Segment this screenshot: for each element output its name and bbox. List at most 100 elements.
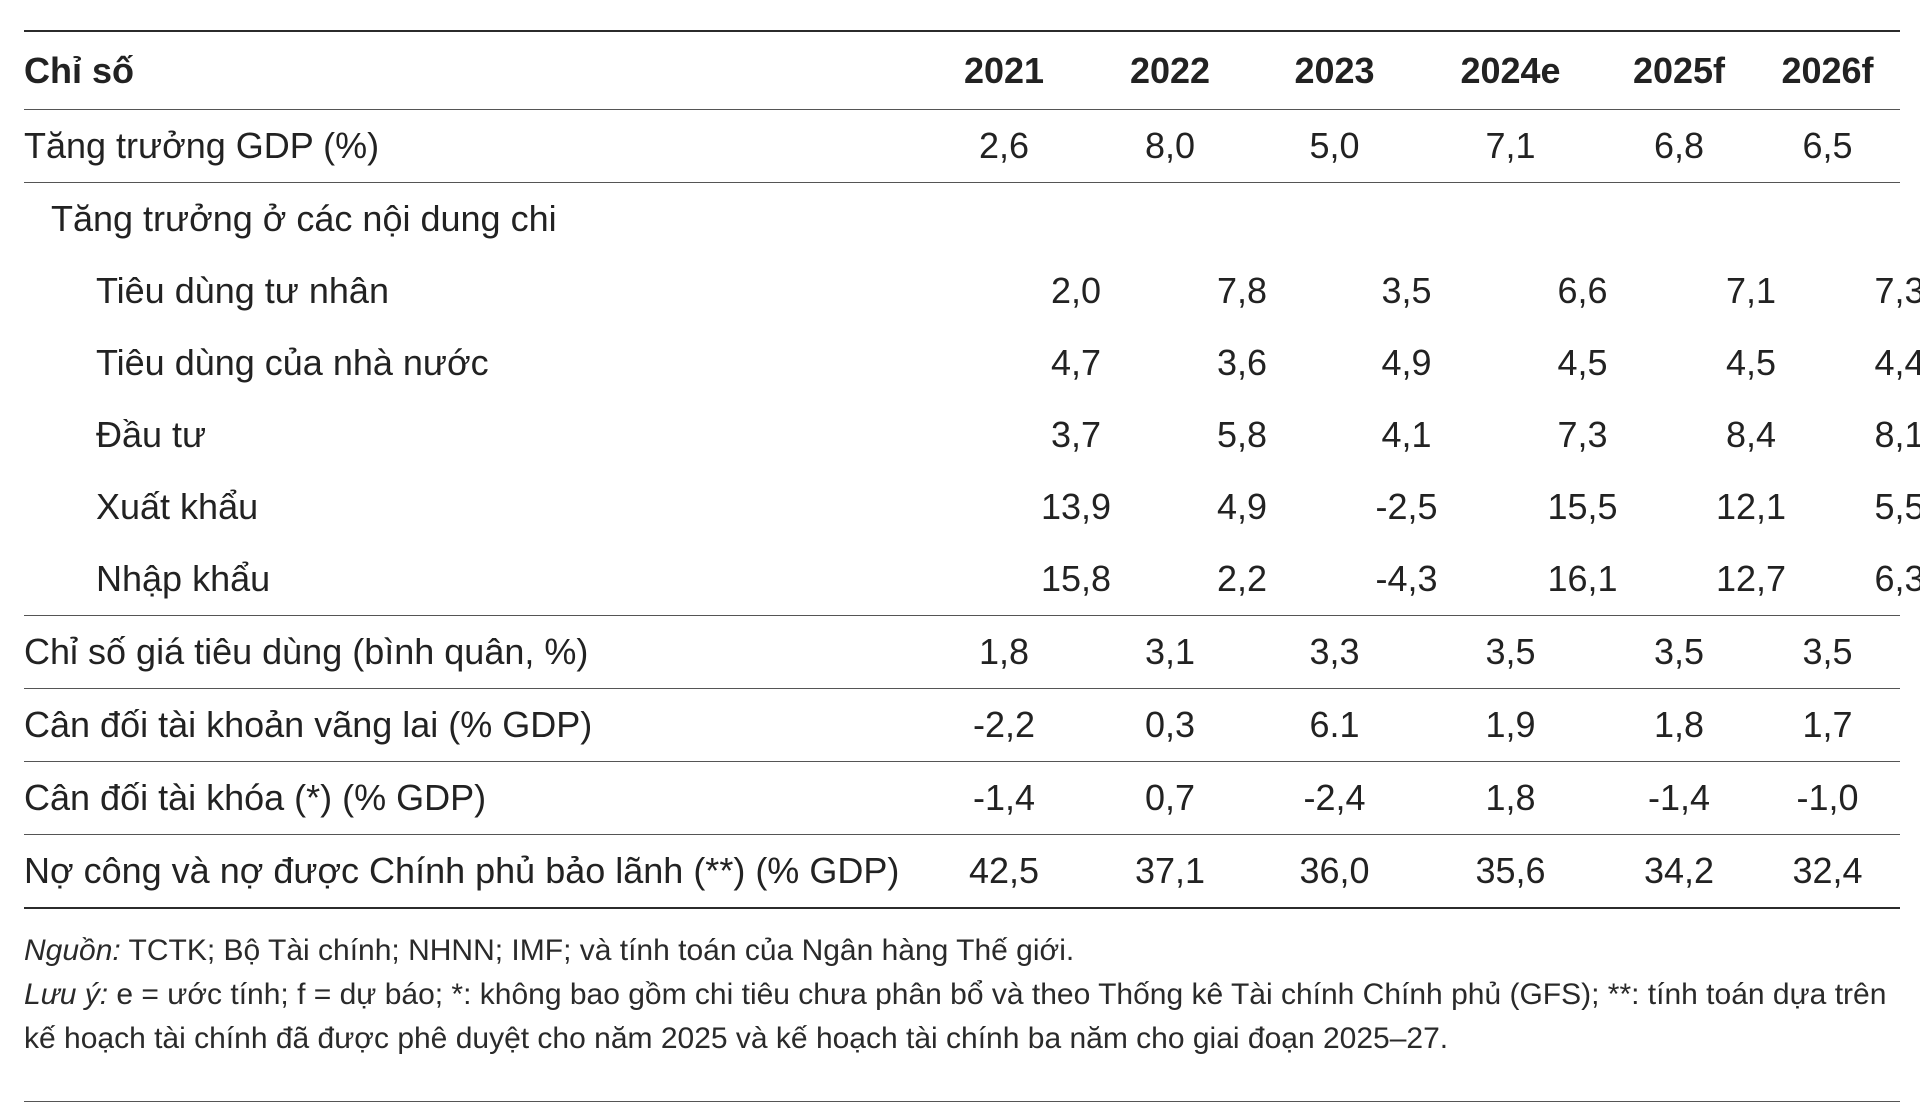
cell-2022: 8,0 [1144,125,1196,166]
table-row: Tăng trưởng ở các nội dung chi [24,183,1900,255]
note-text: e = ước tính; f = dự báo; *: không bao g… [24,978,1887,1055]
cell-2025f: 3,5 [1653,631,1705,672]
cell-2023: 4,9 [1381,342,1432,383]
table-row: Chỉ số giá tiêu dùng (bình quân, %) 1,8 … [24,616,1900,688]
header-indicator: Chỉ số [24,49,135,91]
row-rule [24,182,1900,183]
source-note: Nguồn: TCTK; Bộ Tài chính; NHNN; IMF; và… [24,929,1900,973]
row-label: Tăng trưởng ở các nội dung chi [51,198,557,239]
cell-2024e: 3,5 [1485,631,1536,672]
cell-2021: 1,8 [978,631,1030,672]
cell-2023: -2,4 [1303,777,1366,818]
cell-2025f: 8,4 [1725,414,1777,455]
cell-2026f: 6,5 [1802,125,1853,166]
cell-2024e: 4,5 [1557,342,1608,383]
cell-2024e: 1,8 [1485,777,1536,818]
table-row: Cân đối tài khóa (*) (% GDP) -1,4 0,7 -2… [24,762,1900,834]
cell-2022: 0,3 [1144,704,1196,745]
header-rule [24,109,1900,110]
header-2023: 2023 [1294,49,1375,91]
cell-2023: 36,0 [1299,850,1370,891]
cell-2025f: 1,8 [1653,704,1705,745]
cell-2022: 3,1 [1144,631,1196,672]
cell-2025f: 34,2 [1643,850,1715,891]
cell-2022: 0,7 [1144,777,1196,818]
cell-2026f: 1,7 [1802,704,1853,745]
cell-2021: 13,9 [1040,486,1112,527]
header-2021: 2021 [963,49,1045,91]
cell-2021: 4,7 [1050,342,1102,383]
table-row: Tiêu dùng của nhà nước 4,7 3,6 4,9 4,5 4… [24,327,1920,399]
table-row: Tăng trưởng GDP (%) 2,6 8,0 5,0 7,1 6,8 … [24,110,1900,182]
table-row: Xuất khẩu 13,9 4,9 -2,5 15,5 12,1 5,5 [24,471,1920,543]
macro-indicators-table: Chỉ số 2021 2022 2023 2024e 2025f 2026f … [24,30,1920,1102]
row-label: Đầu tư [96,414,207,455]
table-row: Nợ công và nợ được Chính phủ bảo lãnh (*… [24,835,1900,907]
cell-2025f: 6,8 [1653,125,1705,166]
row-rule [24,688,1900,689]
cell-2022: 37,1 [1134,850,1206,891]
cell-2025f: -1,4 [1647,777,1711,818]
row-rule [24,834,1900,835]
cell-2021: 2,6 [978,125,1030,166]
row-label: Chỉ số giá tiêu dùng (bình quân, %) [24,631,589,672]
cell-2024e: 6,6 [1557,270,1608,311]
row-label: Cân đối tài khóa (*) (% GDP) [24,777,487,818]
cell-2023: -2,5 [1375,486,1438,527]
note-lead: Lưu ý: [24,978,109,1011]
cell-2024e: 16,1 [1547,558,1618,599]
cell-2026f: 7,3 [1874,270,1920,311]
cell-2025f: 12,1 [1715,486,1787,527]
table-header-row: Chỉ số 2021 2022 2023 2024e 2025f 2026f [24,32,1900,109]
cell-2025f: 12,7 [1715,558,1787,599]
header-2022: 2022 [1129,49,1211,91]
cell-2025f: 4,5 [1725,342,1777,383]
table-row: Cân đối tài khoản vãng lai (% GDP) -2,2 … [24,689,1900,761]
cell-2021: 2,0 [1050,270,1102,311]
cell-2026f: 32,4 [1792,850,1863,891]
row-rule [24,615,1900,616]
remark-note: Lưu ý: e = ước tính; f = dự báo; *: khôn… [24,973,1900,1061]
cell-2023: 5,0 [1309,125,1360,166]
cell-2022: 7,8 [1216,270,1268,311]
row-label: Nợ công và nợ được Chính phủ bảo lãnh (*… [24,850,900,891]
cell-2021: -2,2 [972,704,1036,745]
row-label: Tiêu dùng tư nhân [96,270,389,311]
cell-2023: 4,1 [1381,414,1432,455]
source-text: TCTK; Bộ Tài chính; NHNN; IMF; và tính t… [120,934,1075,967]
cell-2023: 3,5 [1381,270,1432,311]
cell-2022: 2,2 [1216,558,1268,599]
cell-2022: 4,9 [1216,486,1268,527]
cell-2022: 3,6 [1216,342,1268,383]
cell-2025f: 7,1 [1725,270,1777,311]
row-label: Tăng trưởng GDP (%) [24,125,380,166]
row-label: Cân đối tài khoản vãng lai (% GDP) [24,704,593,745]
cell-2024e: 15,5 [1547,486,1618,527]
row-rule [24,761,1900,762]
table-notes: Nguồn: TCTK; Bộ Tài chính; NHNN; IMF; và… [24,909,1900,1081]
cell-2024e: 7,1 [1485,125,1536,166]
cell-2021: 15,8 [1040,558,1112,599]
cell-2021: -1,4 [972,777,1036,818]
cell-2023: -4,3 [1375,558,1438,599]
table-row: Tiêu dùng tư nhân 2,0 7,8 3,5 6,6 7,1 7,… [24,255,1920,327]
cell-2026f: 6,3 [1874,558,1920,599]
table-bottom-rule [24,907,1900,909]
top-rule [24,30,1900,32]
header-2025f: 2025f [1632,49,1726,91]
row-label: Xuất khẩu [96,486,259,527]
cell-2023: 3,3 [1309,631,1360,672]
cell-2026f: 3,5 [1802,631,1853,672]
footer-rule [24,1101,1900,1102]
cell-2026f: 8,1 [1874,414,1920,455]
header-2024e: 2024e [1460,49,1561,91]
header-2026f: 2026f [1781,49,1874,91]
cell-2024e: 7,3 [1557,414,1608,455]
table-row: Nhập khẩu 15,8 2,2 -4,3 16,1 12,7 6,3 [24,543,1920,615]
cell-2021: 3,7 [1050,414,1102,455]
row-label: Nhập khẩu [96,558,271,599]
cell-2022: 5,8 [1216,414,1268,455]
cell-2026f: 5,5 [1874,486,1920,527]
source-lead: Nguồn: [24,934,121,967]
cell-2026f: 4,4 [1874,342,1920,383]
